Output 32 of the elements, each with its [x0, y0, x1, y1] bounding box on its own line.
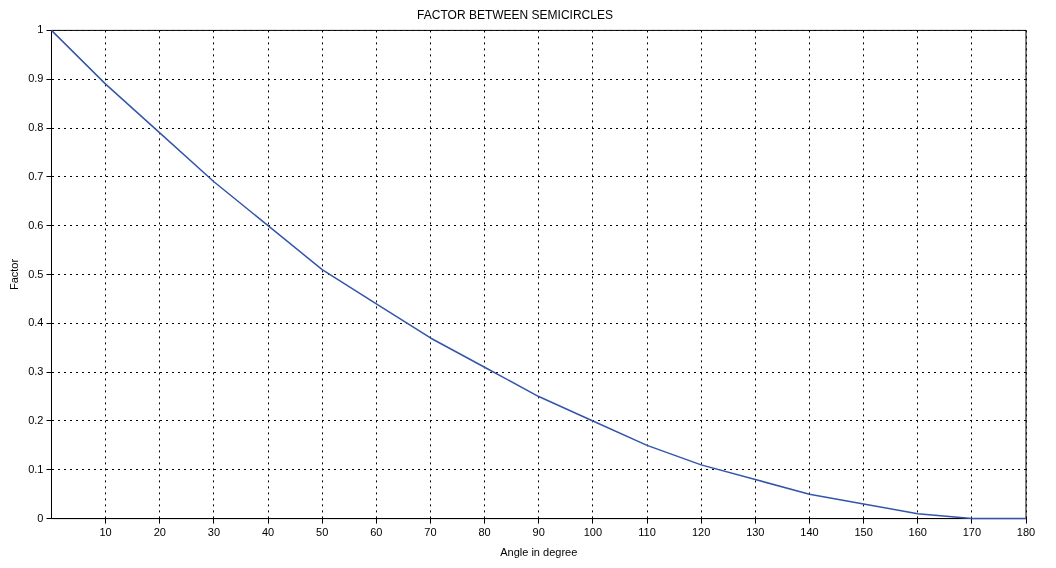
y-tick-label: 0.1: [28, 462, 44, 475]
x-tick-label: 50: [316, 526, 329, 539]
chart-title: FACTOR BETWEEN SEMICIRCLES: [417, 7, 613, 22]
y-tick-label: 0.4: [28, 316, 44, 329]
x-tick-label: 130: [746, 526, 765, 539]
x-tick-label: 90: [532, 526, 545, 539]
x-tick-label: 80: [478, 526, 491, 539]
y-tick-label: 0.9: [28, 72, 44, 85]
y-tick-label: 0.7: [28, 169, 44, 182]
x-tick-label: 170: [962, 526, 982, 539]
x-tick-label: 140: [800, 526, 819, 539]
x-tick-label: 120: [691, 526, 711, 539]
y-tick-label: 0.6: [28, 218, 44, 231]
x-tick-label: 60: [370, 526, 383, 539]
x-tick-label: 20: [153, 526, 166, 539]
y-tick-label: 1: [37, 23, 44, 36]
x-tick-label: 30: [207, 526, 221, 539]
y-tick-label: 0: [37, 511, 44, 524]
y-tick-label: 0.5: [28, 267, 44, 280]
x-axis-title: Angle in degree: [500, 546, 578, 559]
y-tick-label: 0.2: [28, 413, 44, 426]
x-tick-label: 10: [99, 526, 112, 539]
x-tick-label: 150: [854, 526, 873, 539]
x-tick-label: 180: [1016, 526, 1036, 539]
x-tick-label: 70: [424, 526, 437, 539]
x-tick-label: 100: [583, 526, 603, 539]
y-axis-title: Factor: [7, 258, 20, 291]
y-tick-label: 0.8: [28, 121, 44, 134]
x-tick-label: 110: [638, 526, 656, 539]
x-tick-label: 40: [261, 526, 275, 539]
y-tick-label: 0.3: [28, 365, 44, 378]
x-tick-label: 160: [908, 526, 927, 539]
